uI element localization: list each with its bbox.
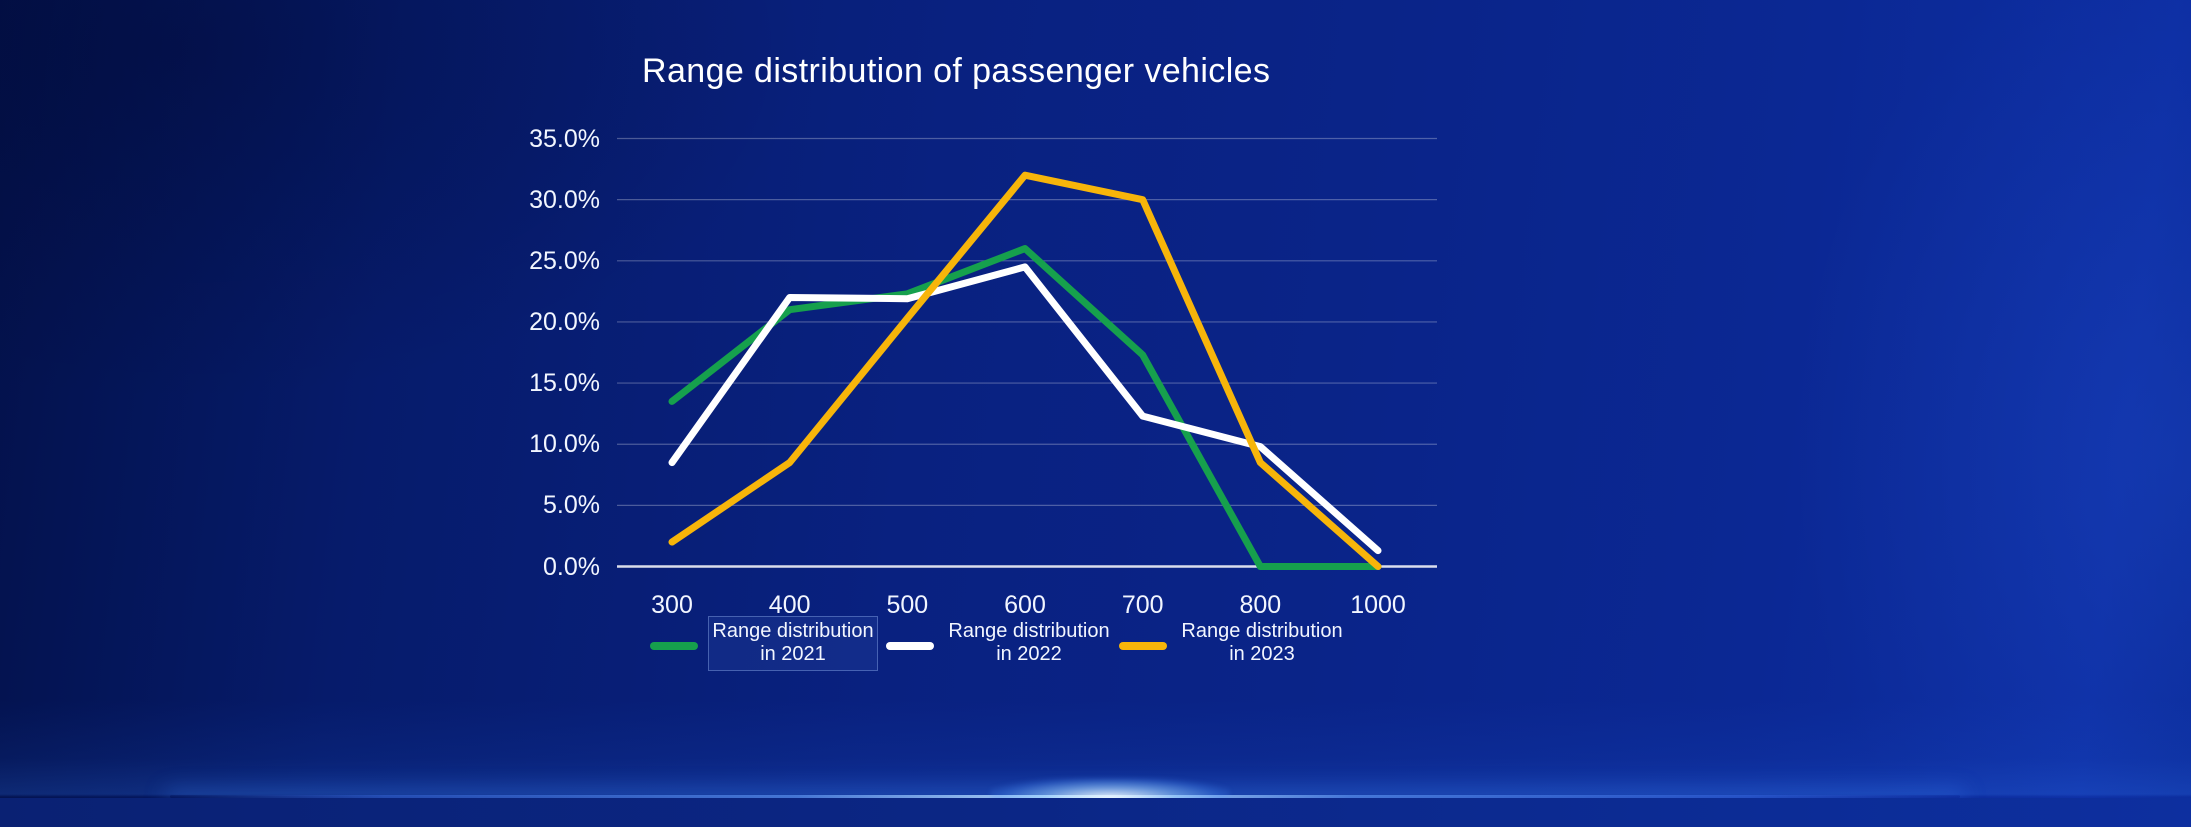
- legend-swatch-2021: [650, 642, 698, 650]
- y-axis-tick-label-35.0%: 35.0%: [529, 124, 600, 153]
- legend-label-2023: Range distribution in 2023: [1181, 620, 1343, 665]
- legend-item-2023[interactable]: Range distribution in 2023: [1119, 616, 1347, 671]
- series-line-2023: [668, 171, 1382, 570]
- y-axis-tick-label-10.0%: 10.0%: [529, 430, 600, 459]
- x-axis-tick-label-1000: 1000: [1350, 591, 1406, 619]
- chart-title: Range distribution of passenger vehicles: [642, 52, 1271, 90]
- x-axis-tick-label-800: 800: [1239, 591, 1282, 619]
- x-axis-tick-label-500: 500: [886, 591, 929, 619]
- y-axis-tick-label-15.0%: 15.0%: [529, 369, 600, 398]
- y-axis-tick-label-20.0%: 20.0%: [529, 307, 600, 336]
- y-axis-tick-label-5.0%: 5.0%: [543, 491, 600, 520]
- y-axis-tick-label-25.0%: 25.0%: [529, 246, 600, 275]
- x-axis-tick-label-300: 300: [651, 591, 693, 619]
- legend-label-2021: Range distribution in 2021: [708, 616, 878, 671]
- legend-label-2022: Range distribution in 2022: [948, 620, 1110, 665]
- legend-swatch-2023: [1119, 642, 1167, 650]
- legend-swatch-2022: [886, 642, 934, 650]
- y-axis-tick-label-30.0%: 30.0%: [529, 185, 600, 214]
- series-line-2022: [668, 263, 1382, 555]
- y-axis-tick-label-0.0%: 0.0%: [543, 552, 600, 581]
- x-axis-tick-label-700: 700: [1121, 591, 1164, 619]
- series-line-2021: [668, 245, 1382, 570]
- legend-item-2022[interactable]: Range distribution in 2022: [886, 616, 1114, 671]
- legend-item-2021[interactable]: Range distribution in 2021: [650, 616, 878, 671]
- x-axis-tick-label-600: 600: [1004, 591, 1046, 619]
- x-axis-tick-label-400: 400: [768, 591, 811, 619]
